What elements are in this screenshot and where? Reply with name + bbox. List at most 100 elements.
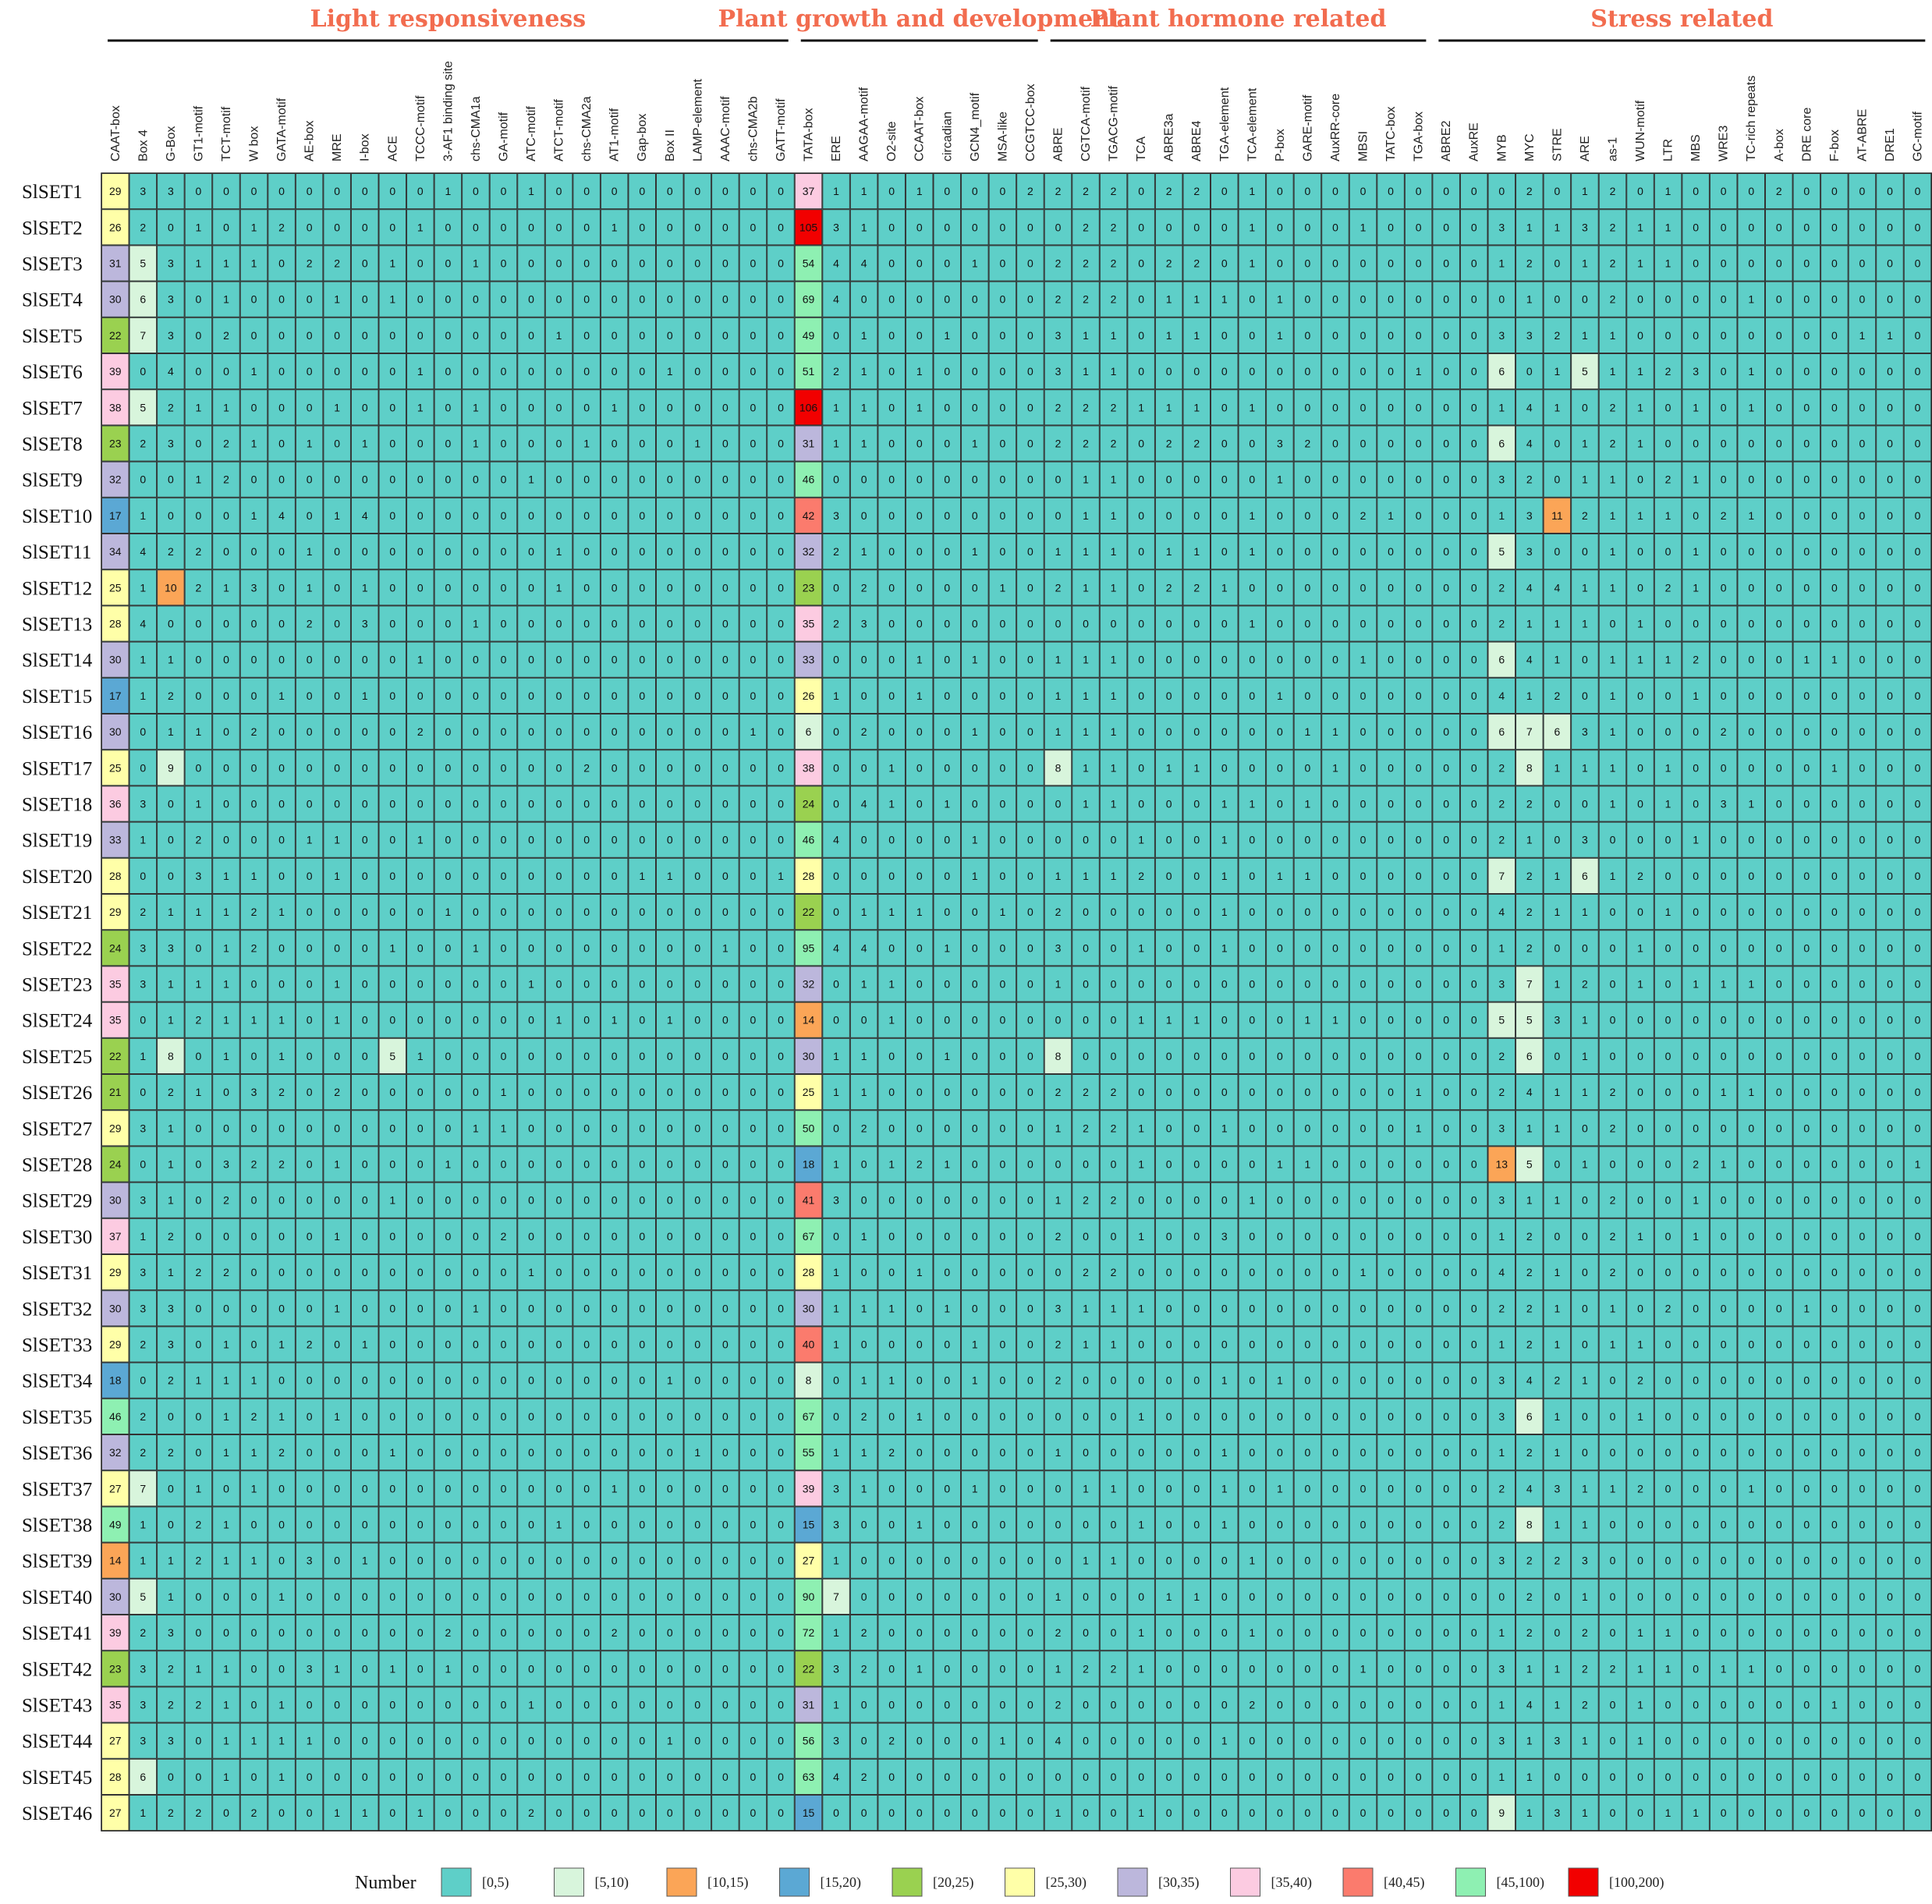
row-label: SlSET30 — [22, 1227, 92, 1248]
cell-value: 0 — [334, 1050, 340, 1062]
row-label: SlSET18 — [22, 795, 92, 816]
cell-value: 1 — [833, 1050, 839, 1062]
column-label: W box — [248, 126, 261, 161]
cell-value: 1 — [1582, 1086, 1588, 1098]
cell-value: 0 — [1277, 798, 1283, 810]
cell-value: 2 — [1610, 221, 1616, 233]
column-label: GA-motif — [497, 112, 510, 161]
cell-value: 0 — [916, 870, 923, 882]
cell-value: 0 — [1083, 1158, 1089, 1171]
cell-value: 0 — [1887, 1194, 1893, 1207]
column-label: AuxRE — [1468, 122, 1481, 161]
heatmap-cell — [544, 245, 573, 282]
cell-value: 0 — [334, 761, 340, 774]
cell-value: 0 — [1637, 545, 1643, 558]
cell-value: 0 — [1193, 473, 1200, 486]
cell-value: 1 — [1138, 1302, 1144, 1314]
cell-value: 0 — [861, 1014, 867, 1026]
cell-value: 0 — [1027, 257, 1033, 270]
cell-value: 0 — [1193, 1302, 1200, 1314]
cell-value: 0 — [1277, 581, 1283, 594]
cell-value: 0 — [501, 401, 507, 413]
heatmap-cell — [1293, 209, 1322, 246]
cell-value: 0 — [1277, 1338, 1283, 1351]
cell-value: 2 — [888, 1446, 895, 1459]
cell-value: 0 — [1388, 654, 1394, 666]
cell-value: 1 — [1332, 725, 1338, 738]
cell-value: 0 — [1915, 941, 1921, 954]
cell-value: 0 — [445, 941, 451, 954]
cell-value: 0 — [417, 1266, 424, 1278]
cell-value: 0 — [639, 834, 645, 846]
cell-value: 0 — [583, 1230, 590, 1243]
cell-value: 0 — [1637, 1158, 1643, 1171]
cell-value: 0 — [778, 761, 784, 774]
cell-value: 0 — [972, 1302, 978, 1314]
cell-value: 0 — [445, 293, 451, 306]
cell-value: 0 — [362, 185, 368, 197]
cell-value: 1 — [1277, 293, 1283, 306]
cell-value: 0 — [778, 1266, 784, 1278]
cell-value: 0 — [694, 473, 700, 486]
cell-value: 1 — [1416, 1086, 1422, 1098]
cell-value: 0 — [972, 941, 978, 954]
heatmap-cell — [1404, 209, 1433, 246]
column-label: circadian — [941, 112, 954, 161]
heatmap-cell — [1626, 209, 1654, 246]
cell-value: 0 — [1776, 581, 1782, 594]
cell-value: 3 — [1055, 329, 1062, 342]
cell-value: 0 — [417, 438, 424, 450]
row-label: SlSET20 — [22, 867, 92, 888]
cell-value: 1 — [1554, 618, 1560, 630]
cell-value: 0 — [389, 438, 395, 450]
cell-value: 0 — [1471, 365, 1477, 378]
cell-value: 0 — [307, 941, 313, 954]
cell-value: 3 — [1582, 834, 1588, 846]
cell-value: 0 — [362, 365, 368, 378]
heatmap-cell — [905, 209, 934, 246]
cell-value: 1 — [1249, 257, 1255, 270]
cell-value: 0 — [556, 257, 562, 270]
cell-value: 1 — [168, 978, 174, 991]
heatmap-cell — [1266, 209, 1294, 246]
cell-value: 1 — [1138, 1230, 1144, 1243]
cell-value: 1 — [556, 329, 562, 342]
cell-value: 0 — [473, 293, 479, 306]
cell-value: 0 — [916, 1338, 923, 1351]
cell-value: 0 — [1471, 690, 1477, 702]
cell-value: 0 — [833, 329, 839, 342]
cell-value: 1 — [1193, 1014, 1200, 1026]
cell-value: 0 — [944, 365, 950, 378]
cell-value: 0 — [556, 1194, 562, 1207]
cell-value: 0 — [334, 1266, 340, 1278]
cell-value: 2 — [223, 473, 229, 486]
cell-value: 0 — [168, 834, 174, 846]
cell-value: 0 — [833, 798, 839, 810]
cell-value: 0 — [1471, 1230, 1477, 1243]
column-label: Box 4 — [136, 129, 150, 161]
row-label: SlSET4 — [22, 290, 83, 311]
cell-value: 0 — [1277, 257, 1283, 270]
cell-value: 1 — [1637, 438, 1643, 450]
cell-value: 0 — [1915, 1086, 1921, 1098]
cell-value: 0 — [1554, 1230, 1560, 1243]
cell-value: 0 — [916, 978, 923, 991]
cell-value: 1 — [251, 438, 257, 450]
cell-value: 0 — [1388, 761, 1394, 774]
cell-value: 5 — [1498, 545, 1505, 558]
heatmap-cell — [323, 245, 351, 282]
cell-value: 0 — [1360, 1410, 1367, 1423]
cell-value: 0 — [1138, 1086, 1144, 1098]
cell-value: 1 — [1693, 401, 1699, 413]
cell-value: 0 — [1166, 1374, 1172, 1387]
cell-value: 0 — [1693, 1374, 1699, 1387]
cell-value: 0 — [445, 438, 451, 450]
cell-value: 0 — [972, 978, 978, 991]
cell-value: 1 — [1610, 1338, 1616, 1351]
cell-value: 0 — [750, 1482, 757, 1494]
cell-value: 0 — [1721, 1230, 1727, 1243]
cell-value: 6 — [1554, 725, 1560, 738]
cell-value: 0 — [501, 509, 507, 522]
heatmap-cell — [462, 173, 490, 210]
cell-value: 10 — [165, 581, 177, 594]
